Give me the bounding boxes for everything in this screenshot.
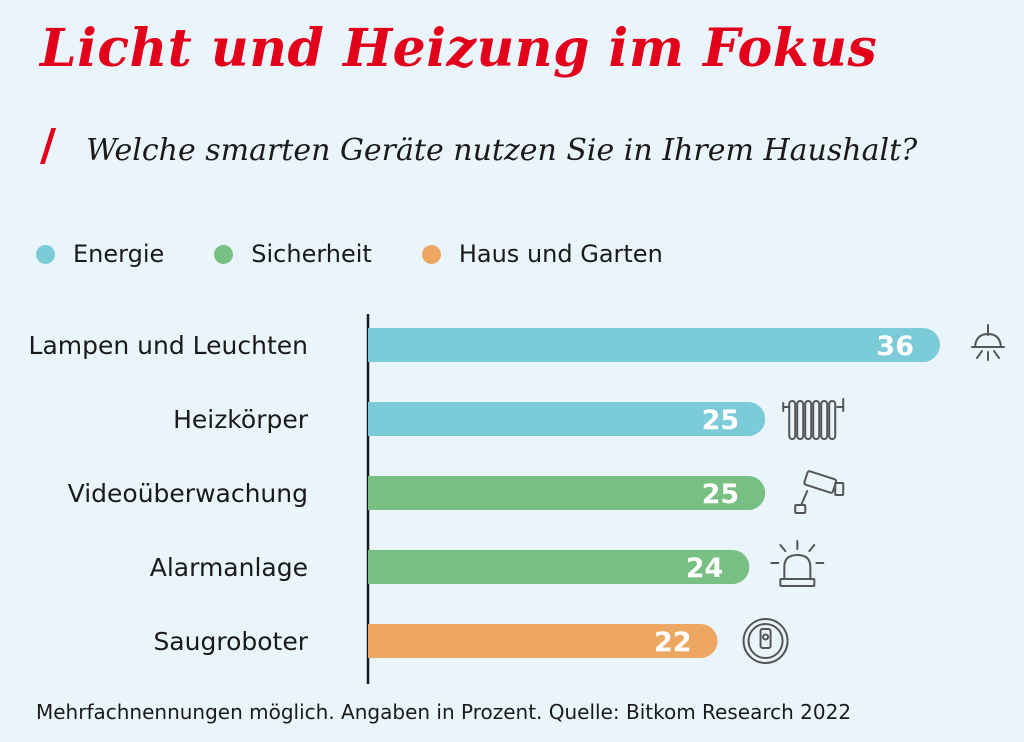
category-label-lampen-und-leuchten: Lampen und Leuchten [29,331,308,360]
bar-lampen-und-leuchten [368,328,940,362]
robot-vacuum-icon [742,618,789,664]
radiator-icon [782,398,845,440]
subtitle-row: / Welche smarten Geräte nutzen Sie in Ih… [40,120,917,171]
bar-heizk-rper [368,402,766,436]
value-label-alarmanlage: 24 [686,553,724,584]
ceiling-lamp-icon [971,324,1005,361]
value-label-saugroboter: 22 [654,627,692,658]
chart-subtitle: Welche smarten Geräte nutzen Sie in Ihre… [86,133,918,168]
alarm-siren-icon [770,540,825,587]
legend-label-sicherheit: Sicherheit [251,240,372,268]
slash-accent: / [40,120,57,171]
legend-item-sicherheit: Sicherheit [214,240,372,268]
bar-group: Lampen und Leuchten 36 Heizkörper 25 Videoüb… [29,324,1005,664]
bar-saugroboter [368,624,718,658]
source-footnote: Mehrfachnennungen möglich. Angaben in Pr… [36,700,852,724]
legend-dot-haus-und-garten [421,244,441,264]
bar-base-alarmanlage [368,550,385,584]
value-label-lampen-und-leuchten: 36 [876,331,914,362]
category-label-saugroboter: Saugroboter [153,627,308,656]
legend: Energie Sicherheit Haus und Garten [36,240,713,268]
legend-label-energie: Energie [73,240,165,268]
category-label-video-berwachung: Videoüberwachung [68,479,308,508]
bar-base-lampen-und-leuchten [368,328,385,362]
security-camera-icon [794,470,845,514]
bar-chart: Lampen und Leuchten 36 Heizkörper 25 Videoüb… [29,314,1005,684]
legend-item-energie: Energie [36,240,164,268]
category-label-heizk-rper: Heizkörper [173,405,309,434]
value-label-video-berwachung: 25 [702,479,740,510]
bar-base-saugroboter [368,624,385,658]
value-label-heizk-rper: 25 [702,405,740,436]
bar-alarmanlage [368,550,750,584]
legend-item-haus-und-garten: Haus und Garten [421,240,663,268]
bar-video-berwachung [368,476,766,510]
chart-title: Licht und Heizung im Fokus [40,18,878,79]
legend-dot-sicherheit [214,244,234,264]
legend-dot-energie [36,244,55,264]
bar-base-heizk-rper [368,402,385,436]
legend-label-haus-und-garten: Haus und Garten [458,240,663,268]
category-label-alarmanlage: Alarmanlage [150,553,308,582]
bar-base-video-berwachung [368,476,385,510]
